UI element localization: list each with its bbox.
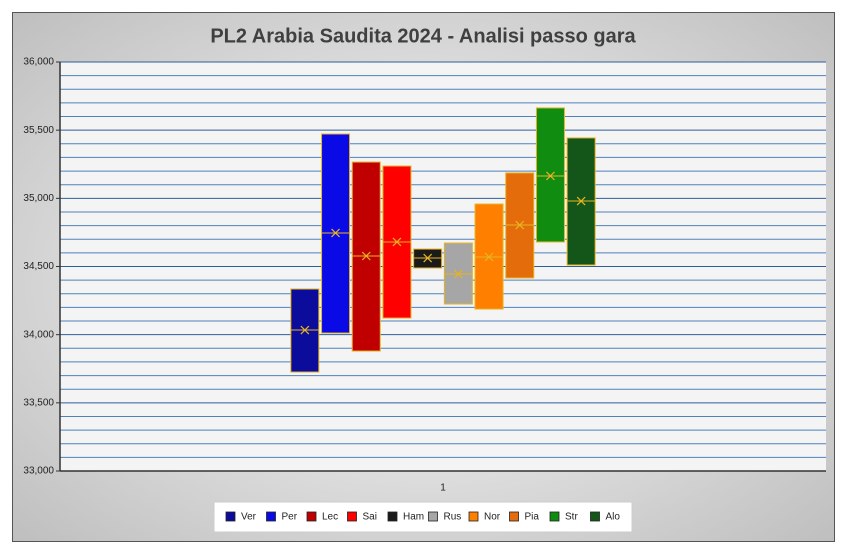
mean-marker [576,196,586,206]
legend-swatch [549,511,560,522]
mean-marker [453,269,463,279]
y-tick-label: 34,000 [23,329,54,340]
legend-swatch [306,511,317,522]
x-tick-label: 1 [440,483,446,494]
legend-label: Str [565,512,578,523]
legend-label: Lec [322,512,338,523]
y-tick-label: 33,000 [23,466,54,477]
mean-marker [331,228,340,238]
legend-label: Rus [444,512,462,523]
y-tick-label: 35,500 [23,125,54,136]
legend-label: Sai [363,512,377,523]
legend-swatch [590,511,600,522]
mean-marker [515,220,525,230]
legend-swatch [347,511,357,522]
legend-swatch [266,511,276,522]
legend-label: Per [282,512,298,523]
mean-marker [392,237,402,247]
legend-label: Nor [484,512,501,523]
mean-marker [361,251,371,261]
legend-swatch [387,511,398,522]
mean-marker [484,252,494,262]
legend-label: Ver [241,512,257,523]
y-tick-label: 36,000 [23,57,54,68]
y-tick-label: 33,500 [23,397,54,408]
chart-title: PL2 Arabia Saudita 2024 - Analisi passo … [210,25,636,47]
legend-swatch [468,511,479,522]
box [535,107,565,243]
mean-marker [300,325,310,335]
legend-label: Alo [606,512,621,523]
legend-label: Pia [525,512,540,523]
y-tick-label: 34,500 [23,261,54,272]
legend-swatch [428,511,438,522]
legend-swatch [509,511,519,522]
y-tick-label: 35,000 [23,193,54,204]
legend-swatch [225,511,236,522]
legend-label: Ham [403,512,424,523]
mean-marker [423,253,433,263]
legend [213,501,633,533]
mean-marker [546,171,555,181]
